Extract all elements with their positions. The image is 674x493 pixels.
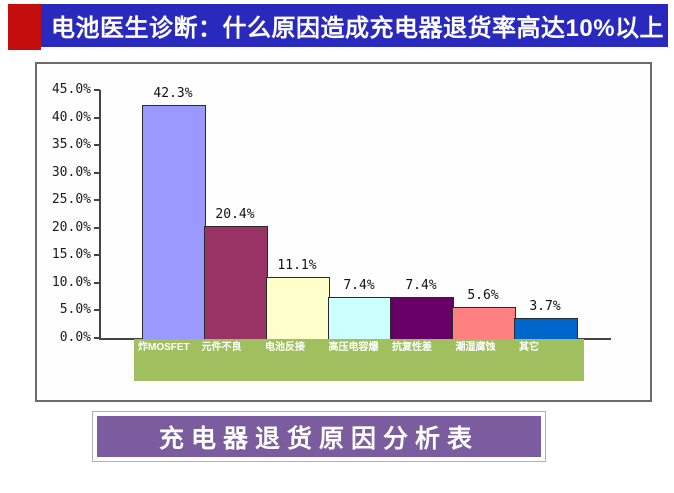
banner: 充电器退货原因分析表 xyxy=(97,416,541,457)
category-box: 潮湿腐蚀 xyxy=(451,339,520,381)
category-label: 元件不良 xyxy=(201,342,242,353)
category-label: 潮湿腐蚀 xyxy=(455,342,496,353)
bar-value-label: 7.4% xyxy=(343,278,375,294)
y-tick-mark xyxy=(94,254,100,257)
bar xyxy=(390,297,454,340)
category-label: 炸MOSFET xyxy=(138,342,190,353)
title-bar: 电池医生诊断：什么原因造成充电器退货率高达10%以上 xyxy=(41,4,668,47)
y-tick-label: 35.0% xyxy=(51,137,91,153)
category-box: 电池反接 xyxy=(261,339,330,381)
y-tick-mark xyxy=(94,337,100,339)
category-label: 抗复性差 xyxy=(392,342,432,353)
category-box: 炸MOSFET xyxy=(134,339,203,381)
y-tick-label: 5.0% xyxy=(59,302,91,318)
category-label: 高压电容爆 xyxy=(328,342,379,353)
bar xyxy=(328,297,392,340)
bar xyxy=(142,104,206,340)
y-tick-label: 40.0% xyxy=(51,109,91,125)
banner-title: 充电器退货原因分析表 xyxy=(158,425,479,453)
y-tick-mark xyxy=(94,89,100,91)
category-label: 电池反接 xyxy=(265,342,305,353)
y-tick-mark xyxy=(94,281,100,284)
bar-value-label: 7.4% xyxy=(405,278,437,294)
y-tick-label: 20.0% xyxy=(51,219,91,235)
title-accent-block xyxy=(8,4,41,50)
y-tick-label: 0.0% xyxy=(59,330,91,345)
bar xyxy=(452,307,516,340)
y-tick-mark xyxy=(94,116,100,119)
y-tick-mark xyxy=(94,144,100,147)
bar-value-label: 3.7% xyxy=(529,298,561,314)
y-tick-mark xyxy=(94,199,100,202)
bar xyxy=(266,276,330,340)
y-tick-label: 10.0% xyxy=(51,274,91,290)
category-box: 其它 xyxy=(515,339,584,381)
y-tick-label: 45.0% xyxy=(51,82,91,97)
page-title: 电池医生诊断：什么原因造成充电器退货率高达10%以上 xyxy=(51,15,665,42)
bar xyxy=(514,317,578,340)
bar-value-label: 20.4% xyxy=(215,206,255,222)
y-tick-label: 15.0% xyxy=(51,247,91,263)
category-box: 抗复性差 xyxy=(388,339,457,381)
bar-chart: 45.0% 40.0% 35.0% 30.0% 25.0% 20.0% 15.0% 10.0%… xyxy=(35,62,652,402)
banner-frame: 充电器退货原因分析表 xyxy=(92,411,546,462)
y-axis-line xyxy=(99,90,101,340)
category-box: 高压电容爆 xyxy=(324,339,393,381)
y-tick-mark xyxy=(94,309,100,312)
y-tick-mark xyxy=(94,226,100,229)
y-tick-label: 25.0% xyxy=(51,192,91,208)
category-box: 元件不良 xyxy=(197,339,266,381)
category-label: 其它 xyxy=(519,342,539,353)
y-tick-mark xyxy=(94,171,100,174)
bar xyxy=(204,225,268,340)
bar-value-label: 42.3% xyxy=(153,85,193,101)
bar-value-label: 5.6% xyxy=(467,288,499,304)
bar-value-label: 11.1% xyxy=(277,257,317,273)
y-tick-label: 30.0% xyxy=(51,164,91,180)
